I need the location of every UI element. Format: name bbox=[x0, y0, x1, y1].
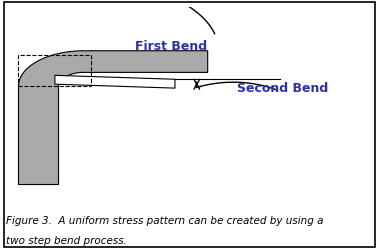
Polygon shape bbox=[19, 51, 208, 185]
Bar bbox=[19, 55, 91, 86]
Text: two step bend process.: two step bend process. bbox=[6, 236, 127, 246]
Text: First Bend: First Bend bbox=[135, 40, 207, 53]
Polygon shape bbox=[55, 75, 175, 88]
Text: Second Bend: Second Bend bbox=[237, 82, 328, 95]
Text: Figure 3.  A uniform stress pattern can be created by using a: Figure 3. A uniform stress pattern can b… bbox=[6, 216, 323, 226]
